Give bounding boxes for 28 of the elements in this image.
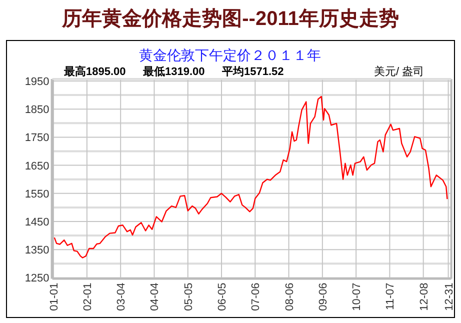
- x-tick-label: 01-01: [48, 282, 60, 311]
- text: 美元/ 盎司: [374, 65, 424, 78]
- y-tick-label: 1850: [24, 104, 50, 116]
- x-tick-label: 03-04: [116, 282, 128, 311]
- x-tick-label: 12-31: [443, 282, 456, 311]
- x-tick-label: 12-08: [418, 282, 430, 311]
- text: 最低1319.00: [142, 66, 205, 78]
- y-tick-label: 1750: [24, 132, 50, 144]
- y-tick-label: 1350: [24, 244, 50, 257]
- chart-title: 历年黄金价格走势图--2011年历史走势: [61, 8, 399, 30]
- x-tick-label: 08-06: [284, 282, 296, 311]
- text: 平均1571.52: [221, 65, 284, 78]
- x-tick-label: 06-05: [216, 282, 228, 311]
- x-tick-label: 04-04: [149, 282, 162, 311]
- x-tick-label: 05-05: [182, 282, 195, 311]
- y-tick-label: 1250: [24, 272, 50, 285]
- y-tick-label: 1650: [24, 160, 50, 172]
- y-tick-label: 1550: [24, 188, 50, 200]
- line-series: [54, 96, 448, 258]
- x-tick-label: 07-06: [250, 282, 262, 311]
- x-tick-label: 11-07: [384, 282, 397, 310]
- x-tick-label: 10-07: [351, 282, 364, 311]
- chart-subtitle: 黄金伦敦下午定价２０１１年: [139, 47, 321, 63]
- x-tick-label: 02-01: [82, 282, 94, 311]
- x-tick-label: 09-06: [317, 282, 330, 311]
- text: 最高1895.00: [63, 65, 126, 78]
- y-tick-label: 1450: [24, 216, 50, 228]
- y-tick-label: 1950: [24, 76, 50, 88]
